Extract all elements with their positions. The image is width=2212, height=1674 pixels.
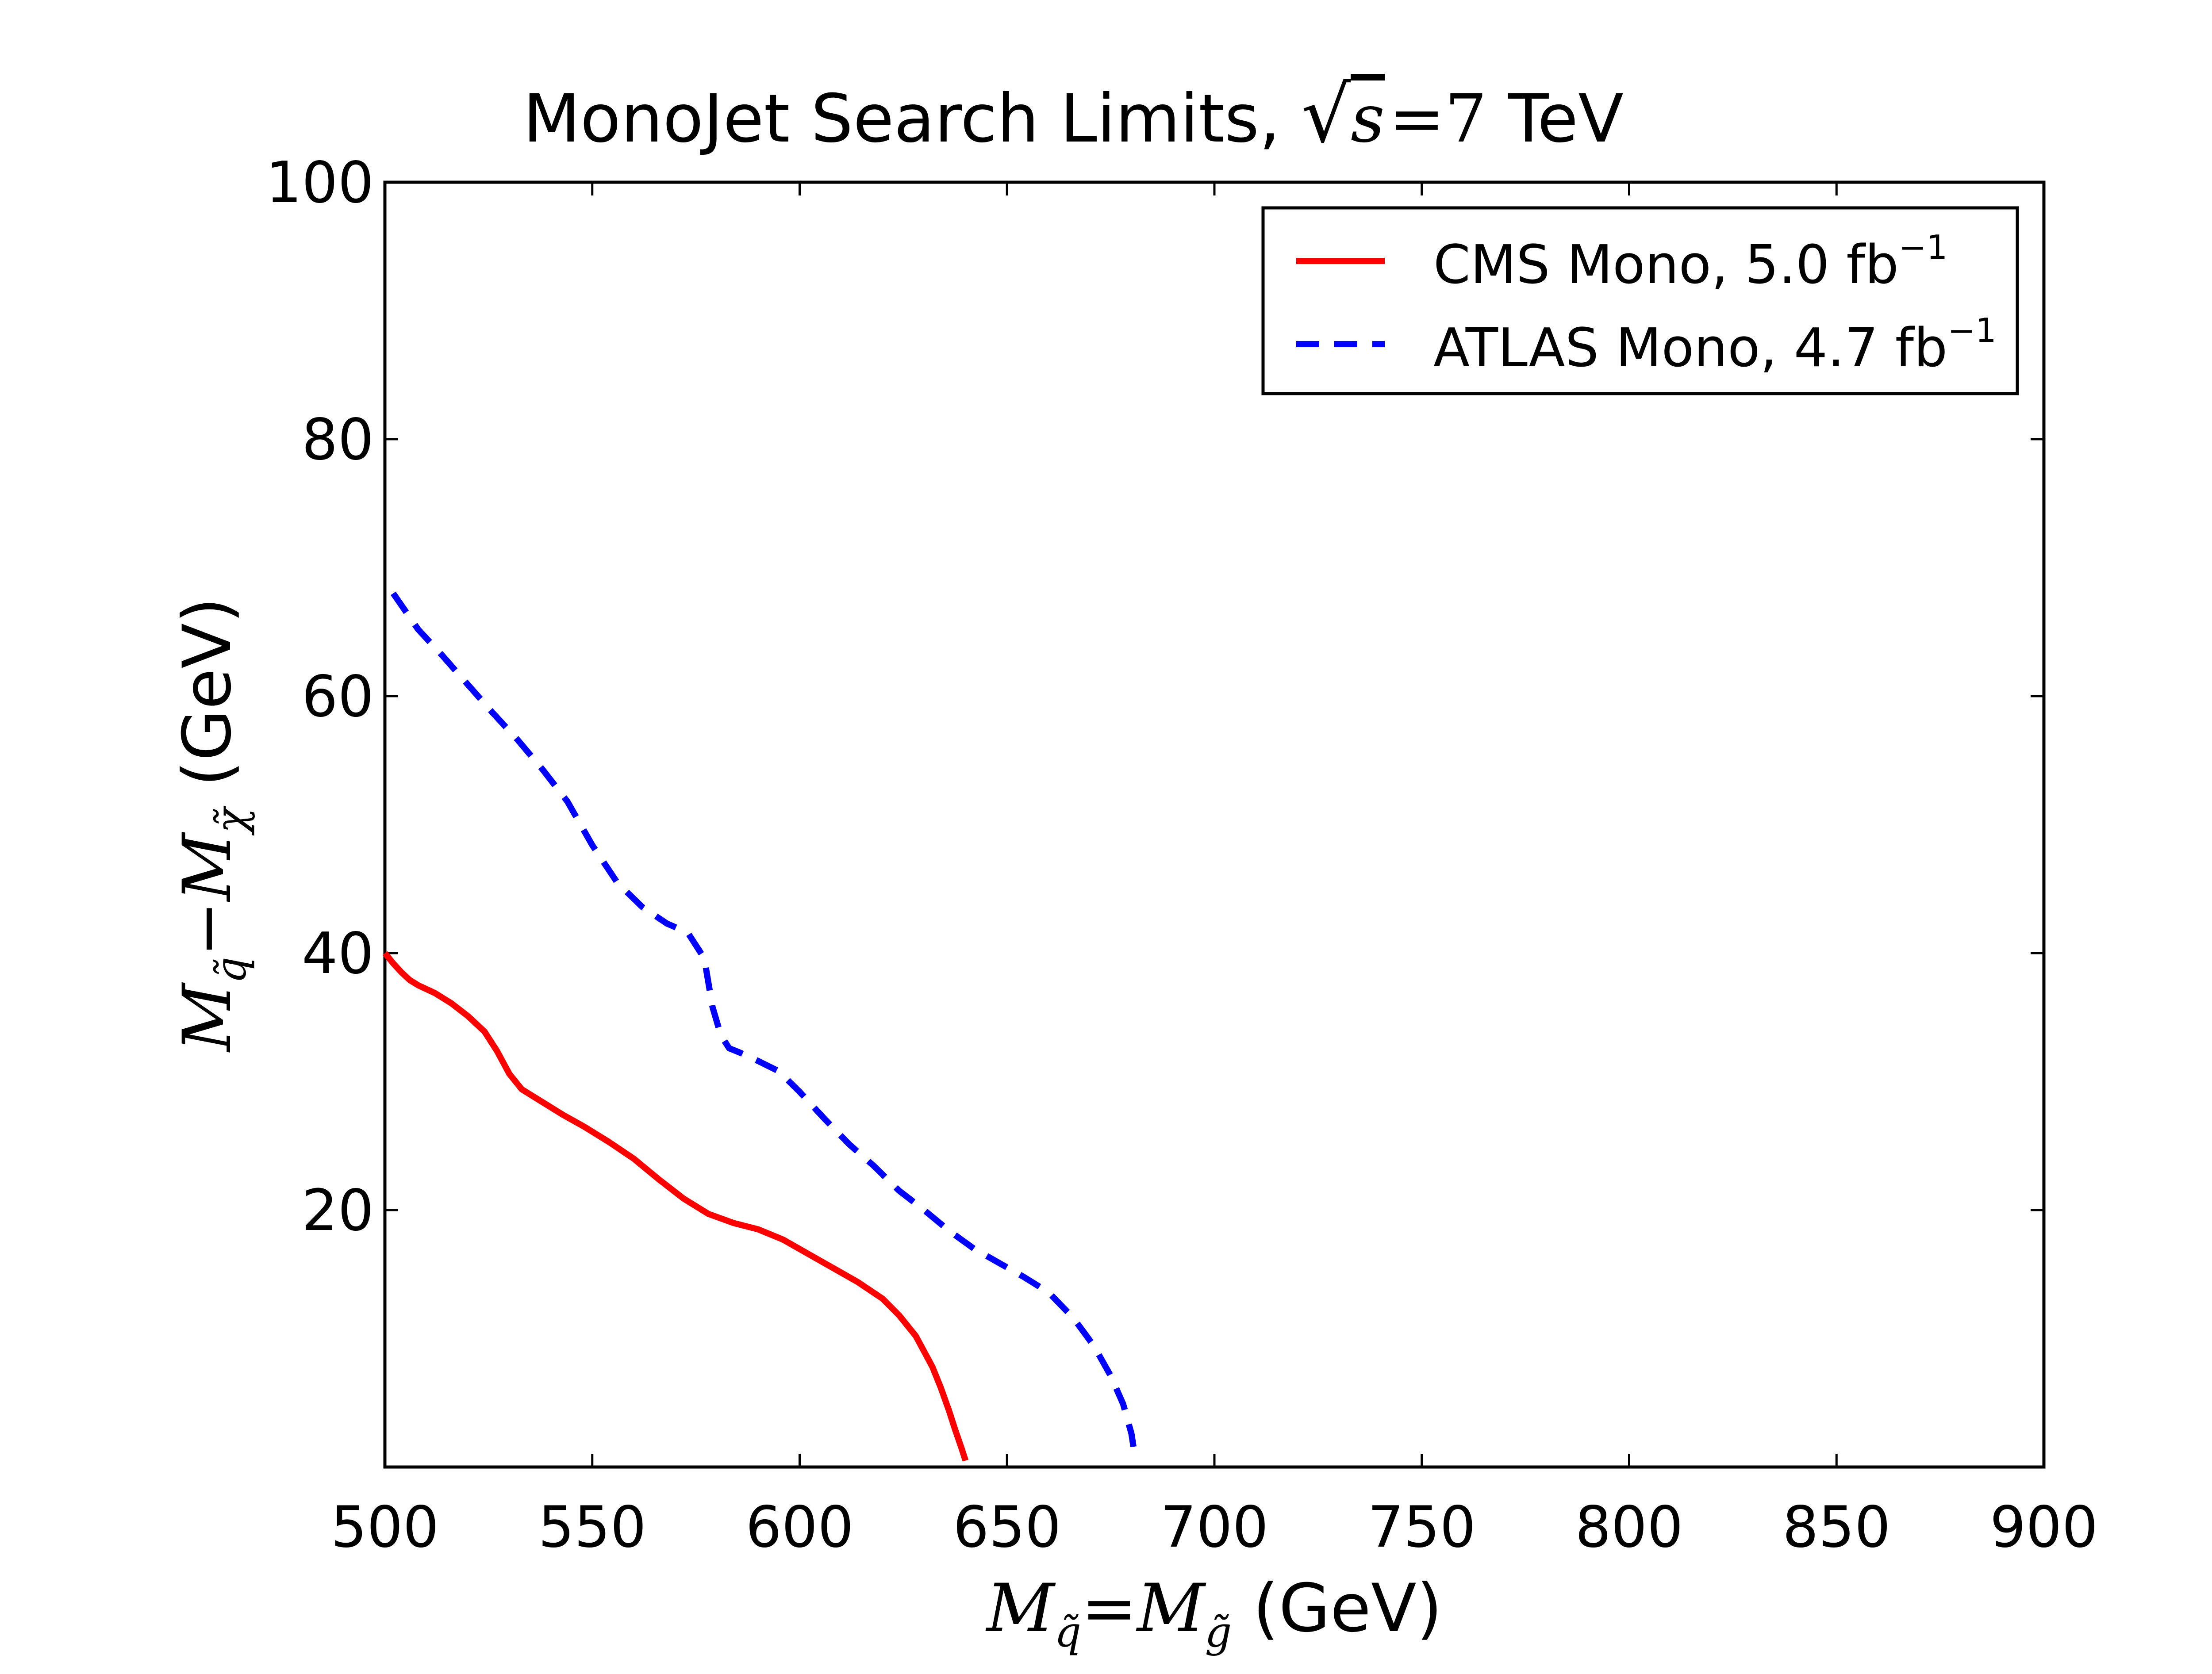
legend-label-cms-text: CMS Mono, 5.0 fb — [1433, 234, 1899, 296]
x-tick-label-6: 800 — [1575, 1494, 1683, 1560]
title-sqrt-var: s — [1351, 80, 1385, 157]
legend-label-atlas-text: ATLAS Mono, 4.7 fb — [1433, 318, 1947, 379]
legend-label-cms-sup: −1 — [1899, 228, 1948, 267]
x-tick-label-0: 500 — [331, 1494, 439, 1560]
title-prefix: MonoJet Search Limits, — [523, 80, 1301, 157]
x-tick-label-8: 900 — [1990, 1494, 2098, 1560]
legend-label-atlas: ATLAS Mono, 4.7 fb−1 — [1433, 311, 1997, 379]
x-tick-labels: 500 550 600 650 700 750 800 850 900 — [331, 1494, 2098, 1560]
xlabel-m1: M — [985, 1570, 1056, 1647]
x-tick-label-3: 650 — [953, 1494, 1061, 1560]
legend: CMS Mono, 5.0 fb−1 ATLAS Mono, 4.7 fb−1 — [1261, 206, 2019, 395]
title-value: 7 — [1445, 80, 1487, 157]
x-tick-label-2: 600 — [745, 1494, 853, 1560]
title-equals: = — [1389, 80, 1445, 157]
series-line-atlas — [391, 591, 1139, 1461]
legend-label-atlas-sup: −1 — [1947, 311, 1997, 350]
xlabel-unit: (GeV) — [1232, 1570, 1442, 1647]
title-suffix: TeV — [1487, 80, 1624, 157]
y-axis-label: Mq̃−Mχ̃ (GeV) — [169, 597, 256, 1053]
xlabel-sub1: q̃ — [1054, 1608, 1081, 1657]
series-layer — [382, 591, 1139, 1462]
series-line-cms — [382, 951, 969, 1462]
legend-box — [1261, 206, 2019, 395]
y-tick-label-0: 20 — [302, 1178, 374, 1244]
x-tick-label-4: 700 — [1160, 1494, 1268, 1560]
ylabel-sub1: q̃ — [207, 957, 256, 984]
y-tick-label-4: 100 — [266, 150, 374, 216]
chart-title: MonoJet Search Limits, √s=7 TeV — [523, 70, 1624, 160]
xlabel-sub2: g̃ — [1205, 1608, 1232, 1657]
y-tick-labels: 20 40 60 80 100 — [266, 150, 374, 1244]
ylabel-m2: M — [169, 831, 246, 902]
title-sqrt-sign: √ — [1302, 70, 1351, 160]
y-tick-label-2: 60 — [302, 664, 374, 730]
y-tick-label-3: 80 — [302, 407, 374, 473]
x-tick-label-1: 550 — [538, 1494, 646, 1560]
axis-ticks — [384, 181, 2045, 1467]
ylabel-minus: − — [169, 901, 246, 957]
x-tick-label-7: 850 — [1782, 1494, 1890, 1560]
y-tick-label-1: 40 — [302, 921, 374, 987]
x-tick-label-5: 750 — [1368, 1494, 1476, 1560]
ylabel-sub2: χ̃ — [207, 805, 256, 836]
xlabel-equals: = — [1081, 1570, 1137, 1647]
ylabel-unit: (GeV) — [169, 597, 246, 808]
x-axis-label: Mq̃=Mg̃ (GeV) — [985, 1570, 1442, 1657]
legend-label-cms: CMS Mono, 5.0 fb−1 — [1433, 228, 1947, 296]
ylabel-m1: M — [169, 982, 246, 1053]
xlabel-m2: M — [1136, 1570, 1206, 1647]
